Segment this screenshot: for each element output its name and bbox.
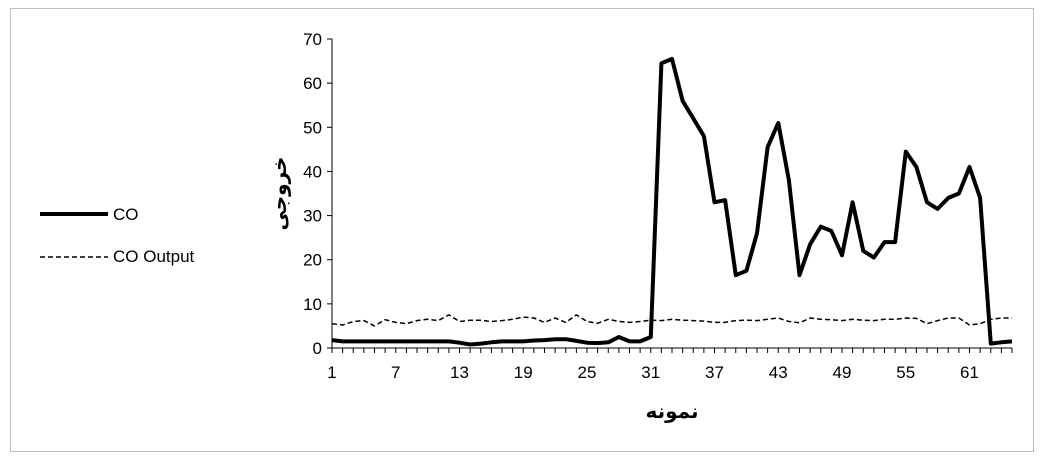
x-tick-label: 49: [833, 363, 852, 382]
y-tick-label: 70: [303, 30, 322, 49]
legend-label-co-output: CO Output: [113, 247, 195, 266]
y-tick-label: 50: [303, 118, 322, 137]
y-tick-label: 10: [303, 295, 322, 314]
y-axis-ticks: 0 10 20 30 40 50 60 70: [303, 30, 332, 358]
x-tick-label: 37: [705, 363, 724, 382]
series-line-co-output: [331, 314, 1012, 327]
series-layer: [331, 56, 1013, 347]
y-tick-label: 20: [303, 251, 322, 270]
legend: CO CO Output: [40, 205, 195, 266]
chart-frame: [10, 8, 1034, 452]
x-tick-label: 31: [641, 363, 660, 382]
x-axis-title: نمونه: [645, 399, 698, 423]
y-tick-label: 30: [303, 207, 322, 226]
x-tick-label: 13: [450, 363, 469, 382]
x-tick-label: 61: [960, 363, 979, 382]
y-tick-label: 0: [313, 339, 322, 358]
y-tick-label: 40: [303, 162, 322, 181]
x-tick-label: 55: [896, 363, 915, 382]
x-tick-label: 19: [514, 363, 533, 382]
legend-label-co: CO: [113, 205, 139, 224]
x-tick-label: 7: [391, 363, 400, 382]
x-tick-label: 25: [578, 363, 597, 382]
x-tick-label: 1: [327, 363, 336, 382]
series-line-co: [331, 56, 1013, 347]
x-tick-label: 43: [769, 363, 788, 382]
x-axis-ticks: 1 7 13 19 25 31 37 43 49 55 61: [327, 348, 1013, 382]
y-tick-label: 60: [303, 74, 322, 93]
y-axis-title: خروجی: [267, 157, 291, 231]
